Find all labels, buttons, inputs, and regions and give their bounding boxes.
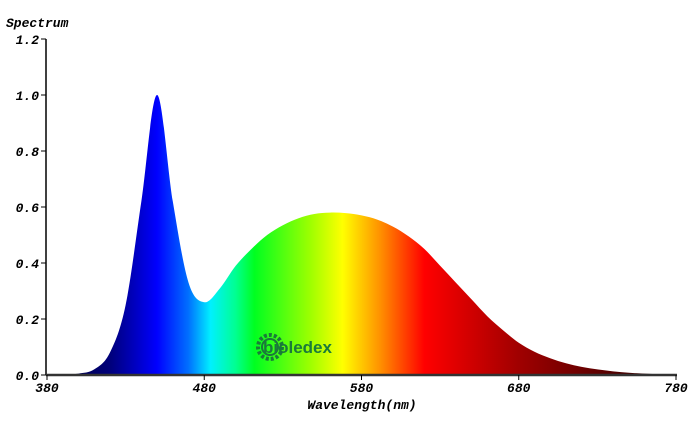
y-tick-label: 1.2 [16, 33, 40, 48]
x-tick-label: 680 [507, 381, 531, 396]
spectrum-area [47, 95, 676, 375]
x-tick-label: 480 [193, 381, 217, 396]
y-tick-label: 0.0 [16, 369, 40, 384]
x-tick-label: 580 [350, 381, 374, 396]
y-tick-label: 0.4 [16, 257, 40, 272]
y-tick-label: 0.2 [16, 313, 40, 328]
y-tick-label: 1.0 [16, 89, 40, 104]
y-tick-label: 0.8 [16, 145, 40, 160]
y-axis-label: Spectrum [6, 16, 69, 31]
x-tick-label: 780 [664, 381, 688, 396]
x-tick-label: 380 [35, 381, 59, 396]
bioledex-logo: bioledex [256, 333, 333, 361]
watermark-text: bioledex [263, 338, 333, 357]
y-tick-label: 0.6 [16, 201, 40, 216]
x-axis-label: Wavelength(nm) [307, 398, 416, 413]
